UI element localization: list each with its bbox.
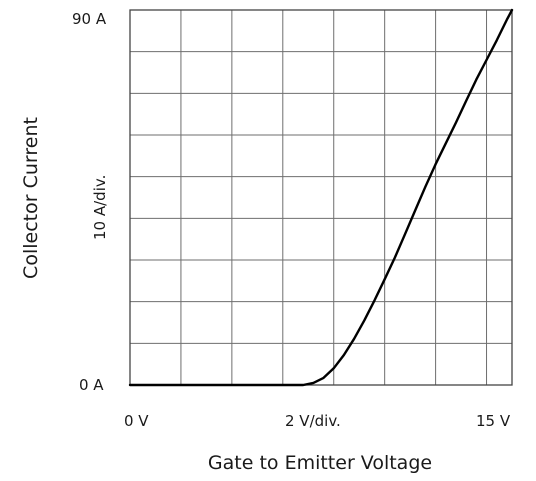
plot-frame	[129, 9, 513, 386]
y-tick-label-top: 90 A	[72, 10, 107, 28]
grid	[130, 10, 512, 385]
x-tick-label-division: 2 V/div.	[285, 412, 341, 430]
y-tick-label-bottom: 0 A	[79, 376, 104, 394]
series-layer	[128, 8, 514, 387]
y-tick-label-division: 10 A/div.	[91, 175, 109, 240]
y-axis-title: Collector Current	[20, 117, 42, 279]
x-tick-label-end: 15 V	[476, 412, 511, 430]
x-axis-title: Gate to Emitter Voltage	[208, 452, 432, 474]
x-tick-label-start: 0 V	[124, 412, 149, 430]
series-line-1	[128, 8, 514, 387]
